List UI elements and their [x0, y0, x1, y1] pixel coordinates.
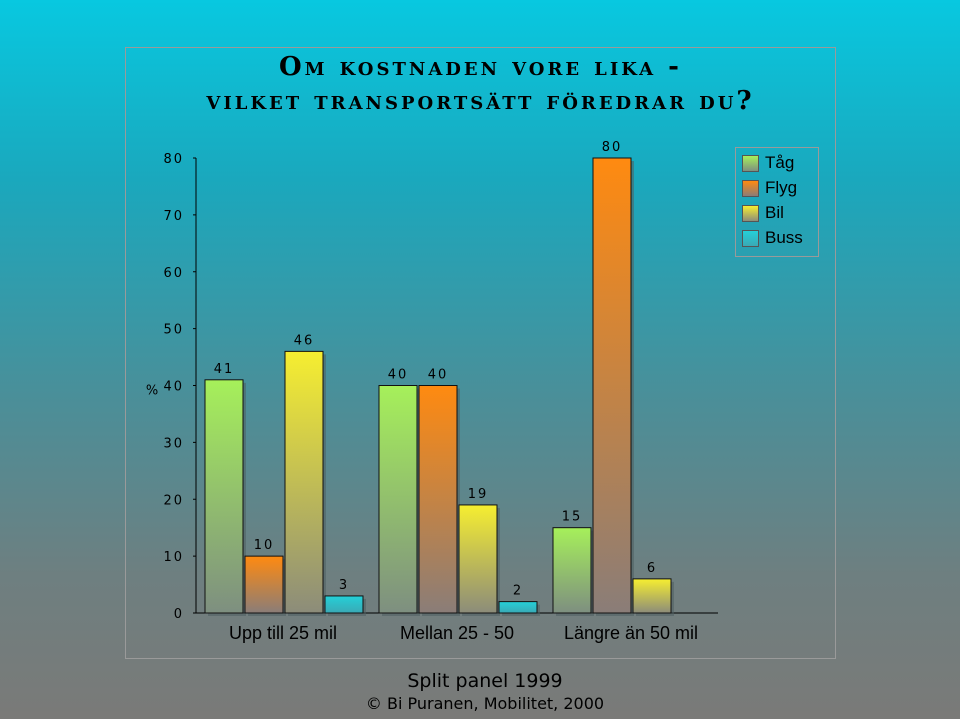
bar-tåg-3	[552, 527, 592, 614]
bar-value-label: 40	[428, 368, 449, 383]
footer-copyright: © Bi Puranen, Mobilitet, 2000	[365, 694, 605, 713]
bar-value-label: 40	[388, 368, 409, 383]
bar-value-label: 80	[602, 140, 623, 155]
legend-swatch	[742, 154, 759, 172]
bar-value-label: 10	[254, 538, 275, 553]
bar-value-label: 15	[562, 510, 583, 525]
y-axis-label: %	[146, 384, 158, 399]
x-category-label: Upp till 25 mil	[229, 623, 337, 643]
y-tick-label: 60	[163, 266, 184, 281]
chart-title-line-1: Om kostnaden vore lika -	[279, 52, 682, 82]
x-category-label: Längre än 50 mil	[564, 623, 698, 643]
bar-value-label: 3	[339, 578, 349, 593]
legend-label: Flyg	[765, 178, 798, 197]
bar-value-label: 19	[468, 487, 489, 502]
legend-label: Buss	[765, 228, 803, 247]
legend-item-tåg: Tåg	[742, 153, 794, 173]
bar-value-label: 41	[214, 362, 235, 377]
x-category-label: Mellan 25 - 50	[400, 623, 514, 643]
legend-swatch	[742, 204, 759, 222]
bar-buss-2	[498, 601, 538, 614]
y-tick-label: 10	[163, 550, 184, 565]
bar-bil-2	[458, 504, 498, 614]
legend-swatch	[742, 179, 759, 197]
y-tick-label: 20	[163, 493, 184, 508]
legend-label: Tåg	[765, 153, 795, 172]
bar-bil-1	[284, 350, 324, 614]
y-tick-label: 0	[174, 607, 184, 622]
y-tick-label: 70	[163, 209, 184, 224]
bar-flyg-3	[592, 157, 632, 614]
y-tick-label: 80	[163, 152, 184, 167]
chart-title-line-2: vilket transportsätt föredrar du?	[206, 86, 755, 116]
bar-buss-1	[324, 595, 364, 614]
y-tick-label: 50	[163, 323, 184, 338]
bar-tåg-2	[378, 385, 418, 614]
footer-source: Split panel 1999	[407, 670, 563, 692]
legend-item-buss: Buss	[742, 228, 803, 248]
bar-value-label: 46	[294, 333, 315, 348]
legend-swatch	[742, 229, 759, 247]
y-tick-label: 30	[163, 436, 184, 451]
bar-tåg-1	[204, 379, 244, 614]
bar-flyg-1	[244, 555, 284, 614]
legend-label: Bil	[765, 203, 784, 222]
chart-panel	[125, 47, 836, 659]
legend-item-bil: Bil	[742, 203, 784, 223]
bar-value-label: 2	[513, 584, 523, 599]
y-tick-label: 40	[163, 380, 184, 395]
chart-legend: Tåg Flyg Bil Buss	[735, 147, 819, 257]
bar-flyg-2	[418, 385, 458, 614]
bar-bil-3	[632, 578, 672, 614]
legend-item-flyg: Flyg	[742, 178, 797, 198]
bar-value-label: 6	[647, 561, 657, 576]
